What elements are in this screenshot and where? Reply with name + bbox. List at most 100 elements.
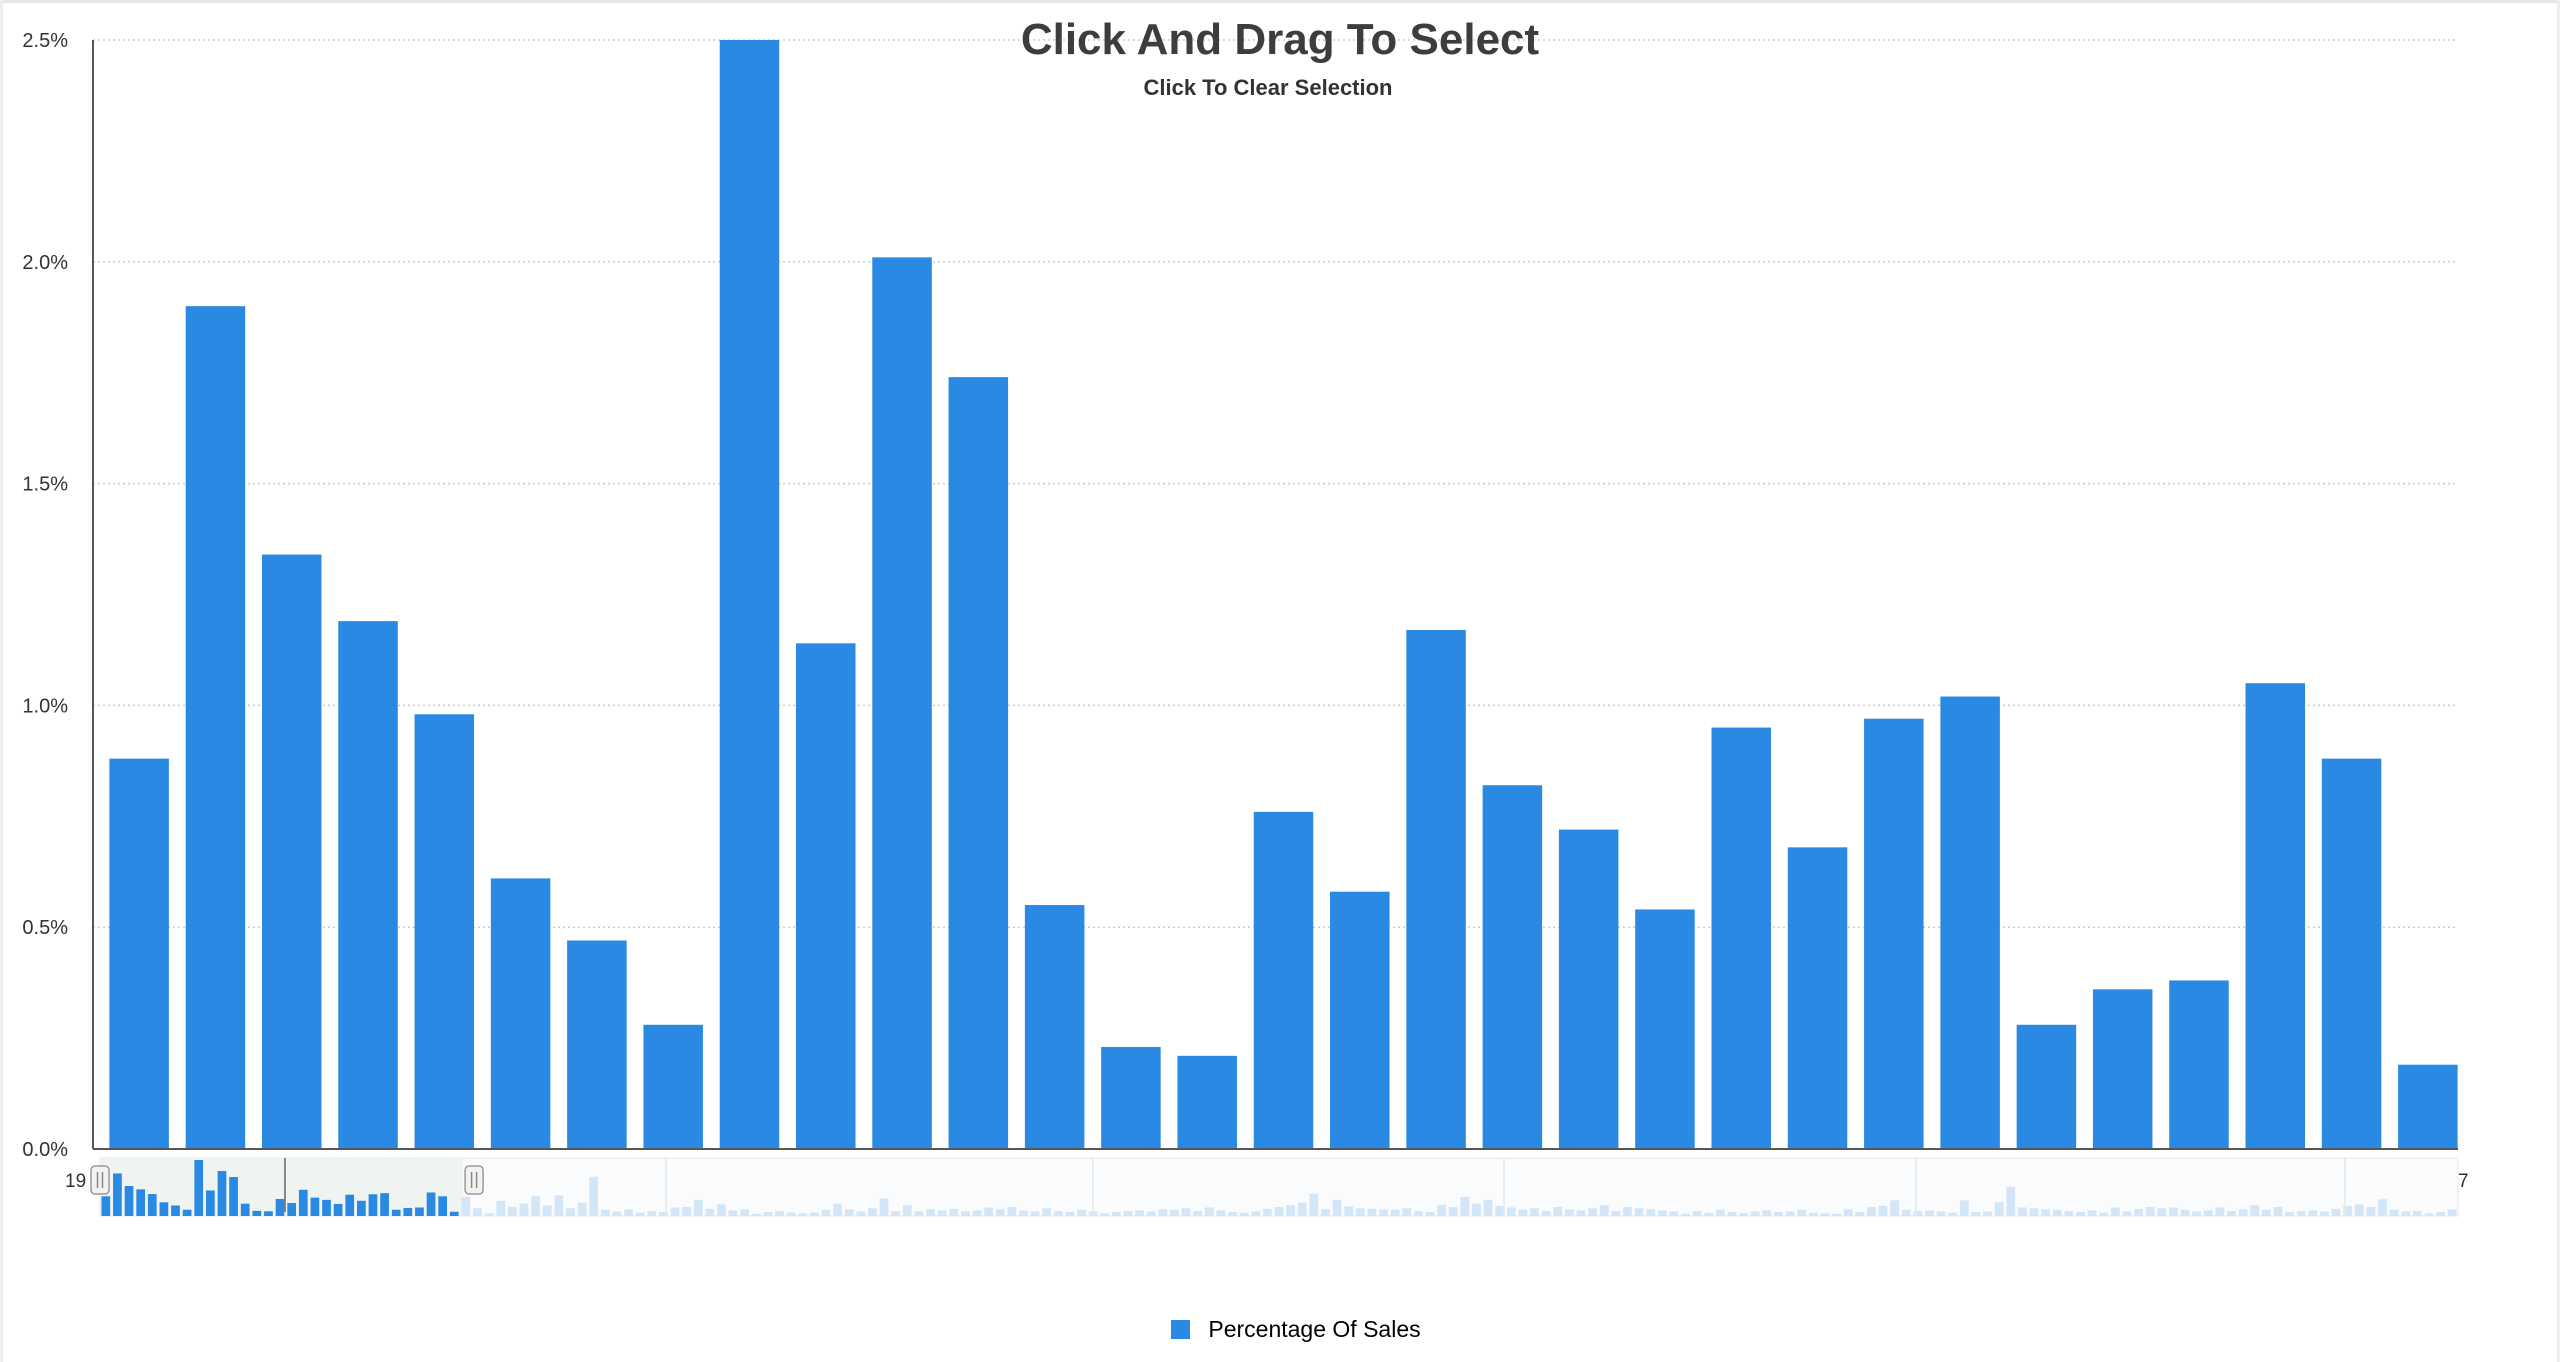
bar[interactable]	[567, 940, 627, 1149]
navigator-bar	[1657, 1210, 1667, 1216]
navigator-bar	[2273, 1207, 2283, 1216]
navigator-bar	[1599, 1205, 1609, 1216]
bar[interactable]	[185, 306, 246, 1149]
navigator-bar	[1472, 1203, 1481, 1216]
bar[interactable]	[490, 878, 551, 1149]
navigator-bar	[1460, 1196, 1470, 1216]
bar[interactable]	[796, 643, 856, 1149]
navigator-bar	[612, 1211, 622, 1216]
navigator-bar	[1309, 1193, 1319, 1216]
navigator-bar	[1681, 1213, 1690, 1216]
bar[interactable]	[1253, 811, 1314, 1149]
y-tick-label: 2.5%	[22, 30, 68, 52]
navigator-bar	[2169, 1207, 2178, 1216]
bar[interactable]	[1635, 909, 1695, 1149]
navigator-bar	[1716, 1209, 1725, 1216]
bar[interactable]	[1330, 891, 1390, 1149]
navigator-bar	[1936, 1211, 1946, 1216]
navigator-bar	[1518, 1209, 1528, 1216]
navigator-bar	[1785, 1211, 1795, 1216]
navigator-left-handle[interactable]	[90, 1165, 110, 1195]
range-navigator[interactable]: 19 7	[65, 1157, 2469, 1217]
bar[interactable]	[2169, 980, 2229, 1149]
navigator-bar	[1112, 1211, 1121, 1216]
bar[interactable]	[1558, 829, 1619, 1149]
navigator-bar	[902, 1205, 912, 1216]
navigator-bar	[1297, 1202, 1307, 1216]
navigator-bar	[1146, 1211, 1156, 1216]
navigator-bar	[1901, 1209, 1911, 1216]
bar[interactable]	[1101, 1046, 1161, 1149]
navigator-bar	[1321, 1209, 1330, 1216]
navigator-bar	[194, 1160, 204, 1216]
bar[interactable]	[1864, 718, 1924, 1149]
navigator-bar	[879, 1198, 889, 1216]
navigator-bar	[2343, 1205, 2353, 1216]
bar[interactable]	[1177, 1055, 1237, 1149]
navigator-bar	[484, 1213, 494, 1216]
navigator-bar	[670, 1207, 680, 1216]
navigator-bar	[1541, 1211, 1551, 1216]
navigator-bar	[1077, 1209, 1086, 1216]
y-tick-label: 0.5%	[22, 917, 68, 939]
navigator-bar	[1216, 1210, 1226, 1216]
bar[interactable]	[338, 621, 398, 1149]
bar[interactable]	[2321, 758, 2382, 1149]
navigator-bar	[1425, 1211, 1435, 1216]
handle-grip[interactable]	[90, 1165, 110, 1195]
bar-series[interactable]	[109, 40, 2458, 1149]
navigator-bar	[1007, 1207, 1017, 1216]
navigator-bar	[275, 1198, 285, 1216]
bar[interactable]	[1940, 696, 2000, 1149]
bar[interactable]	[1787, 847, 1848, 1149]
navigator-right-handle[interactable]	[464, 1165, 484, 1195]
navigator-bar	[1390, 1209, 1400, 1216]
bar[interactable]	[643, 1024, 703, 1149]
bar[interactable]	[109, 758, 169, 1149]
navigator-bars	[101, 1160, 2457, 1216]
bar[interactable]	[948, 377, 1009, 1149]
navigator-bar	[1332, 1199, 1342, 1216]
navigator-bar	[438, 1196, 448, 1216]
navigator-bar	[2436, 1211, 2445, 1216]
legend-item-percentage-of-sales[interactable]: Percentage Of Sales	[1171, 1316, 1421, 1343]
legend-swatch	[1171, 1319, 1191, 1339]
navigator-background	[99, 1157, 2459, 1217]
bar[interactable]	[2398, 1064, 2458, 1149]
navigator-bar	[821, 1209, 831, 1216]
navigator-bar	[589, 1176, 599, 1216]
bar[interactable]	[1482, 785, 1543, 1149]
bar[interactable]	[261, 554, 322, 1149]
navigator-bar	[1762, 1210, 1772, 1216]
bar[interactable]	[2245, 683, 2306, 1149]
navigator-bar	[856, 1211, 866, 1216]
navigator-bar	[508, 1206, 517, 1216]
navigator-bar	[1983, 1211, 1992, 1216]
navigator-bar	[2110, 1207, 2120, 1216]
navigator-bar	[391, 1209, 401, 1216]
navigator-bar	[1948, 1212, 1958, 1216]
navigator-bar	[2029, 1208, 2039, 1216]
bar[interactable]	[1406, 629, 1466, 1149]
navigator-bar	[2006, 1186, 2016, 1216]
navigator-bar	[1402, 1208, 1412, 1216]
bar[interactable]	[2016, 1024, 2077, 1149]
handle-grip[interactable]	[464, 1165, 484, 1195]
bar[interactable]	[719, 40, 780, 1149]
navigator-bar	[1170, 1209, 1179, 1216]
bar[interactable]	[1711, 727, 1771, 1149]
bar[interactable]	[414, 714, 475, 1149]
bar[interactable]	[1024, 905, 1085, 1149]
navigator-bar	[2308, 1210, 2318, 1216]
navigator-bar	[984, 1207, 993, 1216]
navigator-bar	[415, 1207, 424, 1216]
navigator-bar	[101, 1196, 111, 1216]
navigator-bar	[252, 1210, 262, 1216]
window-right-border	[2557, 0, 2560, 1362]
navigator-bar	[229, 1177, 238, 1216]
chart-subtitle[interactable]: Click To Clear Selection	[1143, 75, 1392, 100]
bar[interactable]	[2092, 989, 2153, 1149]
bar[interactable]	[872, 257, 932, 1149]
navigator-bar	[1530, 1208, 1539, 1216]
